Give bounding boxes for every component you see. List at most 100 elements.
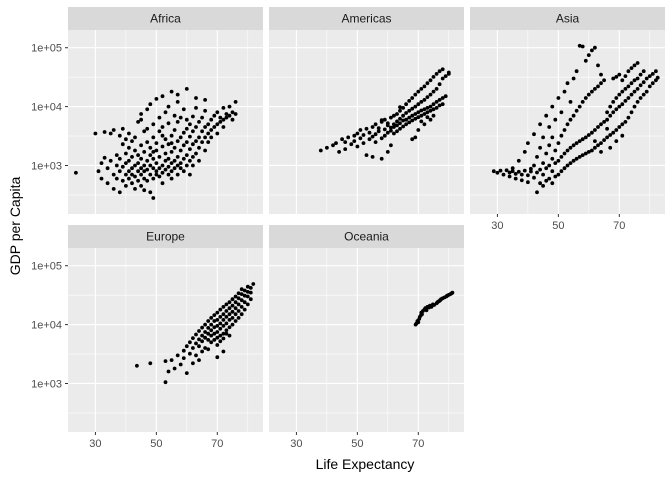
data-point xyxy=(154,97,159,101)
data-point xyxy=(602,120,606,124)
data-point xyxy=(175,100,180,104)
data-point xyxy=(157,129,162,134)
data-point xyxy=(626,69,631,74)
data-point xyxy=(407,108,412,113)
data-point xyxy=(133,148,137,153)
data-point xyxy=(565,163,570,168)
data-point xyxy=(215,310,220,315)
data-point xyxy=(230,303,235,308)
data-point xyxy=(434,100,439,104)
data-point xyxy=(175,120,180,124)
data-point xyxy=(111,187,116,191)
data-point xyxy=(215,131,220,136)
data-point xyxy=(586,150,591,154)
data-point xyxy=(166,164,171,169)
data-point xyxy=(200,115,205,120)
data-point xyxy=(413,104,418,109)
data-point xyxy=(416,110,421,115)
data-point xyxy=(120,142,125,147)
data-point xyxy=(133,163,137,168)
data-point xyxy=(389,143,393,148)
data-point xyxy=(160,125,165,129)
data-point xyxy=(370,155,375,159)
data-point xyxy=(641,80,646,85)
data-point xyxy=(148,361,153,366)
data-point xyxy=(401,118,405,123)
data-point xyxy=(212,331,217,336)
data-point xyxy=(599,141,603,146)
data-point xyxy=(184,371,189,375)
data-point xyxy=(395,112,399,116)
data-point xyxy=(404,102,408,107)
data-point xyxy=(420,312,424,317)
data-point xyxy=(172,366,177,371)
data-point xyxy=(212,319,217,323)
data-point xyxy=(194,125,198,129)
data-point xyxy=(367,130,372,135)
data-point xyxy=(577,104,582,109)
data-point xyxy=(160,94,165,99)
data-point xyxy=(233,312,238,317)
data-point xyxy=(218,115,223,120)
data-point xyxy=(130,139,134,144)
data-point xyxy=(510,169,515,174)
data-point xyxy=(547,163,552,168)
data-point xyxy=(583,96,588,100)
data-point xyxy=(203,346,208,350)
data-point xyxy=(428,104,433,109)
data-point xyxy=(443,74,448,78)
data-point xyxy=(614,107,619,112)
data-point xyxy=(209,333,214,338)
data-point xyxy=(605,135,609,140)
facet-strip-africa xyxy=(68,7,263,30)
data-point xyxy=(422,107,427,112)
data-point xyxy=(389,125,393,130)
data-point xyxy=(197,344,201,349)
data-point xyxy=(191,336,195,340)
data-point xyxy=(559,110,564,115)
data-point xyxy=(425,81,430,86)
data-point xyxy=(632,89,637,94)
data-point xyxy=(596,125,600,129)
data-point xyxy=(209,340,214,345)
data-point xyxy=(428,78,433,83)
data-point xyxy=(538,122,542,127)
data-point xyxy=(111,128,116,132)
data-point xyxy=(556,96,561,100)
data-point xyxy=(215,343,220,347)
data-point xyxy=(562,151,567,156)
facet-strip-asia xyxy=(470,7,665,30)
data-point xyxy=(413,135,418,140)
data-point xyxy=(428,108,433,113)
data-point xyxy=(215,324,220,328)
data-point xyxy=(181,169,186,174)
data-point xyxy=(574,108,579,113)
data-point xyxy=(355,131,360,136)
data-point xyxy=(191,361,195,366)
data-point xyxy=(114,163,119,168)
data-point xyxy=(154,141,159,146)
facet-strip-americas xyxy=(269,7,464,30)
data-point xyxy=(632,104,637,109)
data-point xyxy=(602,78,606,83)
data-point xyxy=(175,92,180,97)
data-point xyxy=(547,176,552,181)
data-point xyxy=(577,139,582,144)
data-point xyxy=(215,122,220,127)
data-point xyxy=(516,158,521,163)
data-point xyxy=(373,132,378,137)
data-point xyxy=(580,44,585,49)
data-point xyxy=(550,169,555,174)
data-point xyxy=(586,92,591,97)
data-point xyxy=(178,362,183,367)
data-point xyxy=(596,84,600,89)
data-point xyxy=(145,126,150,131)
data-point xyxy=(650,81,655,86)
data-point xyxy=(623,120,628,124)
data-point xyxy=(221,305,226,309)
data-point xyxy=(148,145,153,150)
data-point xyxy=(136,169,141,174)
data-point xyxy=(401,124,405,129)
data-point xyxy=(641,69,646,74)
data-point xyxy=(142,176,147,181)
